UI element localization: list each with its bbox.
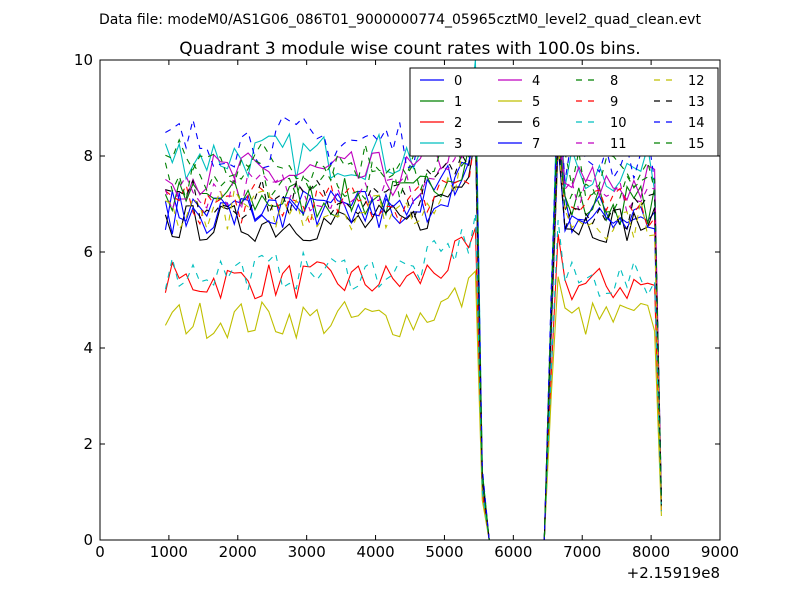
legend-label-9: 9 [610, 95, 618, 110]
legend-label-6: 6 [532, 116, 540, 131]
legend-box [409, 67, 719, 157]
x-tick-label: 3000 [288, 543, 326, 561]
x-tick-label: 4000 [356, 543, 394, 561]
series-line-9 [165, 131, 662, 540]
axis-ticks: 0 1000 2000 3000 4000 5000 6000 7000 8000 9000 0 2 4… [74, 51, 739, 561]
series-line-7 [164, 131, 662, 540]
series-line-10 [164, 213, 662, 540]
legend-label-12: 12 [688, 74, 705, 89]
legend-label-10: 10 [610, 116, 627, 131]
legend-label-15: 15 [688, 137, 705, 152]
series-line-3 [164, 60, 662, 540]
chart-title: Quadrant 3 module wise count rates with … [179, 39, 640, 59]
legend-label-3: 3 [454, 137, 462, 152]
legend-label-14: 14 [688, 116, 705, 131]
x-tick-label: 0 [95, 543, 105, 561]
series-layer [164, 60, 662, 540]
series-line-8 [165, 88, 662, 540]
x-tick-label: 8000 [632, 543, 670, 561]
series-line-2 [164, 227, 662, 540]
legend-label-4: 4 [532, 74, 540, 89]
legend-label-1: 1 [454, 95, 462, 110]
y-tick-label: 10 [74, 51, 93, 69]
series-line-0 [164, 127, 662, 540]
x-tick-label: 2000 [219, 543, 257, 561]
y-tick-label: 0 [83, 531, 93, 549]
legend-label-2: 2 [454, 116, 462, 131]
legend-label-13: 13 [688, 95, 705, 110]
legend-label-11: 11 [610, 137, 627, 152]
y-tick-label: 8 [83, 147, 93, 165]
x-tick-label: 5000 [425, 543, 463, 561]
series-line-4 [165, 98, 662, 540]
series-line-15 [164, 107, 662, 540]
x-offset-label: +2.15919e8 [627, 564, 720, 582]
x-tick-label: 6000 [494, 543, 532, 561]
legend-label-8: 8 [610, 74, 618, 89]
x-tick-label: 7000 [563, 543, 601, 561]
series-line-14 [165, 79, 662, 540]
y-tick-label: 2 [83, 435, 93, 453]
legend-label-7: 7 [532, 137, 540, 152]
x-tick-label: 9000 [701, 543, 739, 561]
y-tick-label: 4 [83, 339, 93, 357]
y-tick-label: 6 [83, 243, 93, 261]
legend-label-0: 0 [454, 74, 462, 89]
x-tick-label: 1000 [150, 543, 188, 561]
series-line-6 [164, 136, 662, 540]
legend-label-5: 5 [532, 95, 540, 110]
series-line-11 [164, 117, 662, 540]
plot-frame [99, 59, 721, 541]
figure-suptitle: Data file: modeM0/AS1G06_086T01_90000007… [99, 12, 701, 28]
series-line-5 [164, 269, 662, 540]
series-line-13 [165, 127, 662, 540]
series-line-1 [164, 112, 662, 540]
